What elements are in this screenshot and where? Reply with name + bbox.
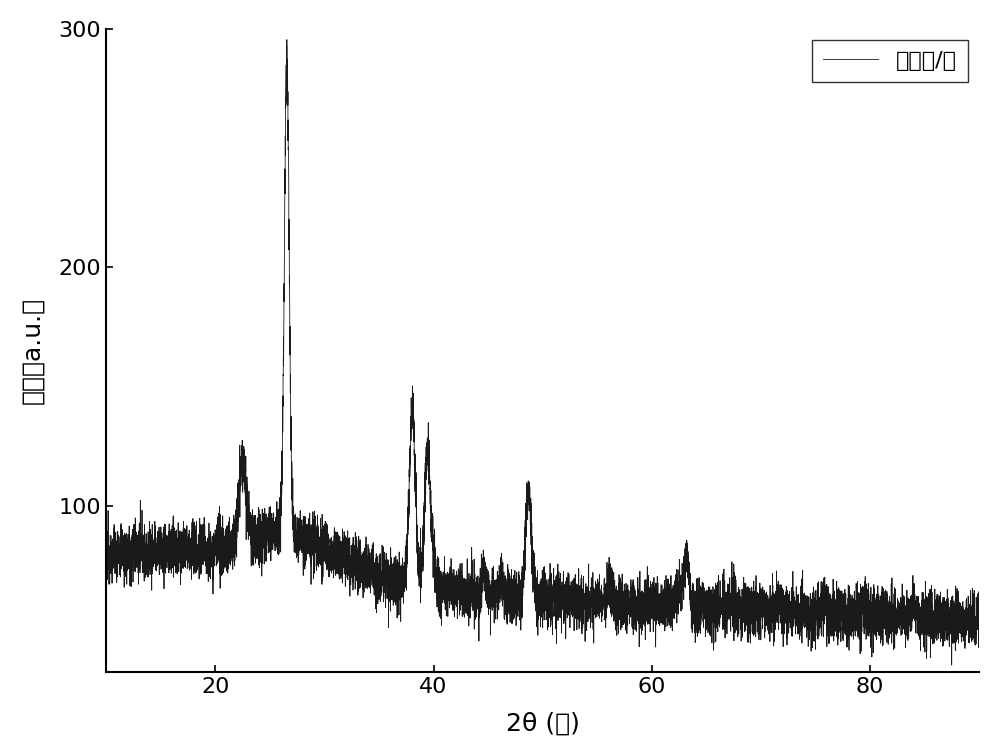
Y-axis label: 强度（a.u.）: 强度（a.u.） <box>21 297 45 404</box>
石墨烯/铋 <box>973 607 985 616</box>
石墨烯/铋 <box>946 661 958 670</box>
石墨烯/铋 <box>136 562 148 571</box>
石墨烯/铋 <box>271 522 283 531</box>
石墨烯/铋 <box>281 35 293 44</box>
石墨烯/铋 <box>527 546 539 555</box>
石墨烯/铋 <box>152 550 164 559</box>
石墨烯/铋 <box>100 551 112 560</box>
石墨烯/铋 <box>927 637 939 646</box>
Legend: 石墨烯/铋: 石墨烯/铋 <box>812 40 968 82</box>
X-axis label: 2θ (度): 2θ (度) <box>506 711 580 735</box>
Line: 石墨烯/铋: 石墨烯/铋 <box>106 39 979 665</box>
石墨烯/铋 <box>104 545 116 554</box>
